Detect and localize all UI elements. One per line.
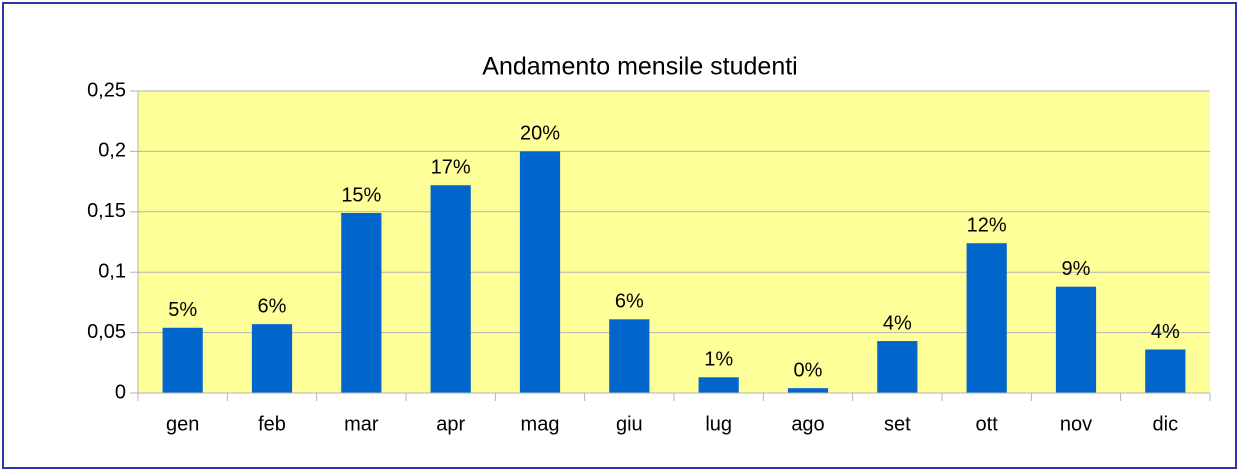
plot-area <box>138 91 1210 393</box>
x-tick-label: lug <box>705 413 732 435</box>
bar <box>162 327 203 393</box>
y-tick-label: 0,2 <box>98 140 126 162</box>
data-label: 12% <box>967 214 1007 236</box>
data-label: 6% <box>615 291 644 313</box>
data-label: 6% <box>258 295 287 317</box>
bar <box>1145 349 1186 393</box>
bar <box>787 388 829 393</box>
x-tick-label: set <box>884 413 911 435</box>
data-label: 5% <box>168 299 197 321</box>
chart-title: Andamento mensile studenti <box>482 53 797 81</box>
bar <box>877 341 918 393</box>
bar <box>519 151 561 393</box>
data-label: 17% <box>431 157 471 179</box>
y-tick-label: 0,05 <box>87 321 126 343</box>
data-label: 15% <box>341 184 381 206</box>
x-tick-label: feb <box>258 413 286 435</box>
x-tick-label: nov <box>1060 413 1092 435</box>
x-tick-label: dic <box>1153 413 1179 435</box>
data-label: 1% <box>704 349 733 371</box>
x-tick-label: gen <box>166 413 199 435</box>
x-tick-label: apr <box>436 413 465 435</box>
x-tick-label: giu <box>616 413 643 435</box>
y-tick-label: 0 <box>115 381 126 403</box>
y-tick-label: 0,1 <box>98 260 126 282</box>
data-label: 4% <box>1151 321 1180 343</box>
bar <box>251 324 293 393</box>
y-tick-label: 0,25 <box>87 79 126 101</box>
bar <box>430 185 471 393</box>
bar <box>698 377 739 393</box>
bar <box>341 213 382 393</box>
data-label: 4% <box>883 312 912 334</box>
data-label: 20% <box>520 123 560 145</box>
data-label: 9% <box>1062 258 1091 280</box>
x-tick-label: mag <box>521 413 560 435</box>
x-tick-label: ago <box>791 413 824 435</box>
bar <box>966 243 1007 393</box>
bar <box>1055 286 1097 393</box>
y-tick-label: 0,15 <box>87 200 126 222</box>
bar <box>609 319 650 393</box>
data-label: 0% <box>794 359 823 381</box>
x-tick-label: mar <box>344 413 379 435</box>
x-tick-label: ott <box>976 413 999 435</box>
